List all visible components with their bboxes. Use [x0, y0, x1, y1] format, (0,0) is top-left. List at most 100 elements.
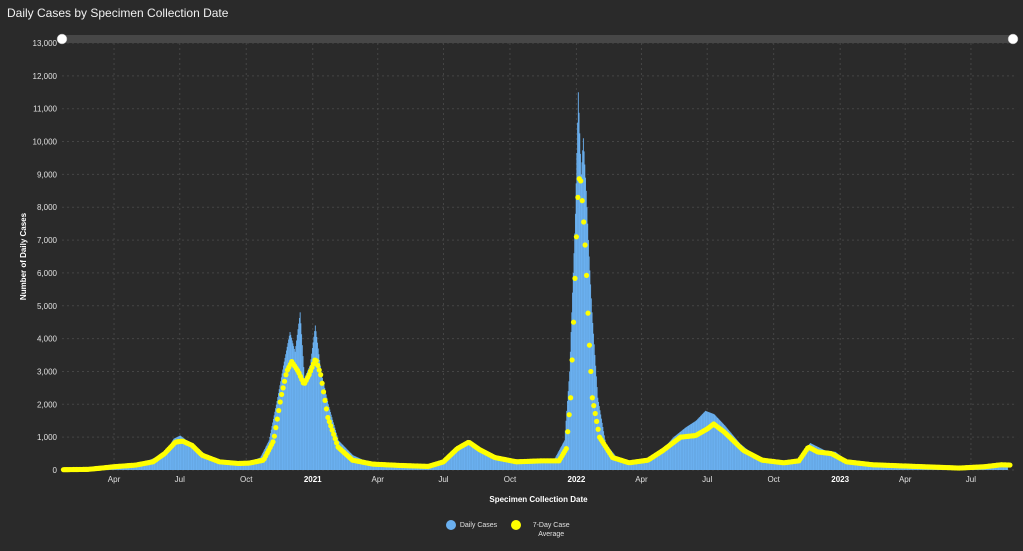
- average-marker: [273, 425, 279, 431]
- range-handle-right[interactable]: [1007, 33, 1019, 45]
- daily-bar: [602, 427, 604, 470]
- daily-bar: [803, 451, 805, 470]
- legend-item-seven-day-average[interactable]: 7-Day Case Average: [511, 520, 577, 539]
- daily-bar: [154, 457, 156, 470]
- daily-bar: [624, 461, 626, 470]
- daily-bar: [297, 329, 299, 470]
- daily-bar: [330, 412, 331, 470]
- daily-bar: [249, 461, 251, 470]
- daily-bar: [794, 461, 796, 470]
- daily-bar: [707, 411, 709, 470]
- daily-bar: [503, 459, 505, 470]
- average-marker: [276, 407, 282, 414]
- daily-bar: [840, 456, 842, 470]
- daily-bar: [512, 460, 514, 470]
- daily-bar: [361, 459, 363, 470]
- daily-bar: [730, 432, 732, 470]
- daily-bar: [276, 401, 278, 470]
- daily-bar: [156, 456, 158, 470]
- daily-bar: [436, 464, 438, 470]
- chart-title: Daily Cases by Specimen Collection Date: [7, 6, 229, 20]
- daily-bar: [611, 450, 613, 470]
- x-tick-label: Apr: [899, 475, 912, 484]
- daily-bar: [783, 462, 784, 470]
- daily-bar: [788, 461, 790, 470]
- daily-bar: [845, 459, 847, 470]
- daily-bar: [544, 459, 546, 470]
- daily-bar: [1003, 464, 1005, 470]
- daily-bar: [166, 451, 167, 470]
- daily-bar: [773, 461, 775, 470]
- daily-bar: [229, 463, 231, 470]
- daily-bar: [527, 460, 529, 470]
- daily-bar: [728, 430, 730, 470]
- average-marker: [279, 391, 285, 398]
- daily-bar: [792, 461, 794, 470]
- daily-bar: [584, 164, 586, 470]
- x-tick-label: Oct: [240, 475, 253, 484]
- daily-bar: [344, 447, 346, 470]
- daily-bar: [460, 445, 462, 470]
- daily-bar: [253, 460, 255, 470]
- daily-bar: [369, 462, 371, 470]
- daily-bar: [186, 440, 188, 470]
- daily-bar: [369, 462, 370, 470]
- daily-bar: [791, 461, 792, 470]
- daily-bar: [799, 456, 801, 470]
- daily-bar: [826, 450, 828, 470]
- daily-bar: [317, 348, 319, 470]
- daily-bar: [442, 461, 443, 470]
- daily-bar: [222, 461, 224, 470]
- daily-bar: [290, 334, 292, 470]
- daily-bar: [649, 458, 651, 470]
- daily-bar: [539, 460, 541, 470]
- average-marker: [274, 416, 280, 422]
- daily-bar: [867, 463, 869, 470]
- daily-bar: [207, 456, 209, 470]
- daily-bar: [859, 462, 861, 470]
- daily-bar: [785, 462, 787, 470]
- daily-bar: [301, 345, 303, 470]
- daily-bar: [640, 461, 641, 470]
- average-marker: [578, 178, 584, 184]
- daily-bar: [342, 444, 344, 470]
- daily-bar: [820, 448, 822, 470]
- daily-bar: [772, 461, 774, 470]
- daily-bar: [801, 453, 803, 470]
- daily-bar: [173, 438, 175, 470]
- daily-bar: [766, 460, 768, 470]
- x-tick-label: 2021: [304, 475, 322, 484]
- daily-bar: [655, 455, 657, 470]
- daily-bar: [196, 448, 198, 470]
- daily-bar: [817, 446, 818, 470]
- daily-bar: [541, 459, 543, 470]
- average-marker: [566, 412, 572, 418]
- daily-bar: [725, 427, 727, 470]
- daily-bar: [335, 432, 337, 470]
- daily-bar: [740, 444, 742, 470]
- range-scrollbar[interactable]: [62, 35, 1015, 43]
- daily-bar: [633, 461, 635, 470]
- y-tick-label: 2,000: [37, 400, 58, 409]
- daily-bar: [796, 460, 798, 470]
- daily-bar: [343, 445, 344, 470]
- daily-bar: [669, 441, 671, 470]
- daily-bar: [296, 340, 297, 470]
- daily-bar: [439, 462, 441, 470]
- daily-bar: [754, 455, 756, 470]
- daily-bar: [202, 452, 204, 470]
- daily-bar: [822, 449, 824, 470]
- daily-bar: [267, 441, 269, 470]
- daily-bar: [514, 460, 516, 470]
- daily-bar: [200, 451, 202, 470]
- average-marker: [280, 385, 286, 391]
- daily-bar: [531, 460, 533, 470]
- daily-bar: [219, 461, 221, 470]
- daily-bar: [515, 460, 516, 470]
- daily-bar: [533, 460, 535, 470]
- daily-bar: [713, 414, 715, 470]
- range-handle-left[interactable]: [56, 33, 68, 45]
- average-marker: [582, 242, 588, 248]
- legend-item-daily-cases[interactable]: Daily Cases: [445, 520, 497, 539]
- daily-bar: [546, 459, 547, 470]
